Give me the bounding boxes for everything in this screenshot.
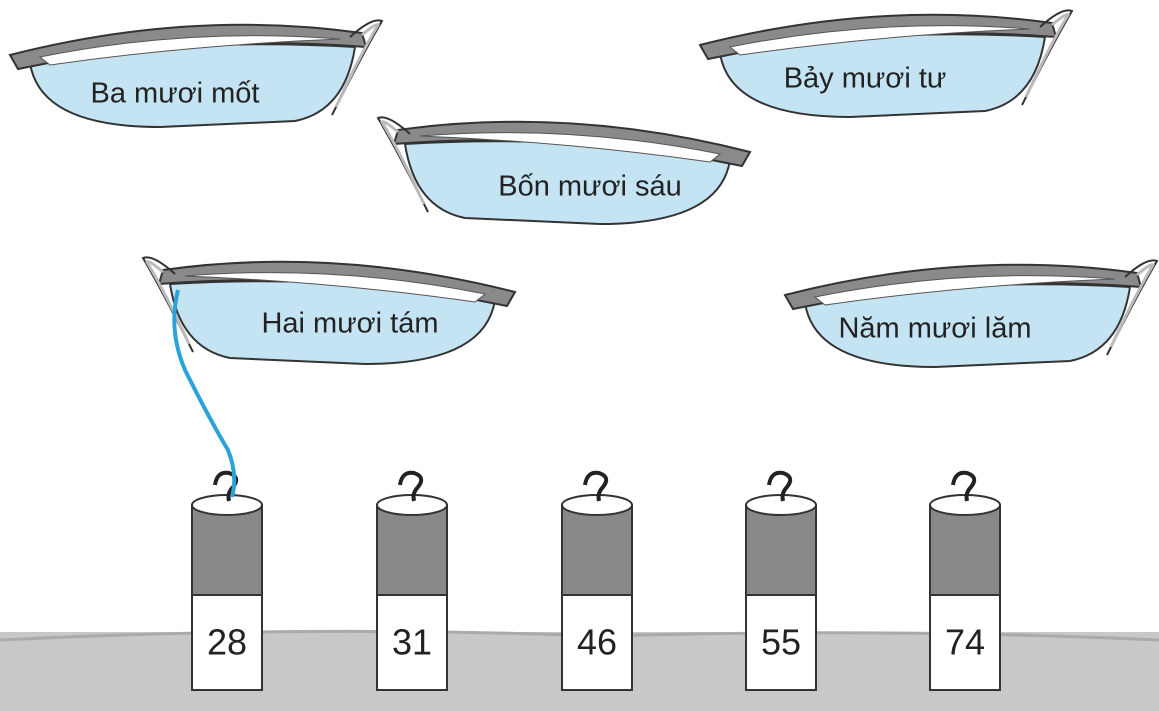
post-number: 31 <box>392 622 432 663</box>
post-number: 55 <box>761 622 801 663</box>
post-number: 74 <box>945 622 985 663</box>
boat-label: Bốn mươi sáu <box>498 171 682 203</box>
boat-label: Năm mươi lăm <box>838 313 1031 345</box>
rope <box>172 289 237 498</box>
boat-label: Bảy mươi tư <box>784 63 947 95</box>
boat <box>8 18 384 129</box>
post-number: 28 <box>207 622 247 663</box>
post-number: 46 <box>577 622 617 663</box>
boat-label: Ba mươi mốt <box>91 78 260 110</box>
boat-label: Hai mươi tám <box>261 308 438 340</box>
